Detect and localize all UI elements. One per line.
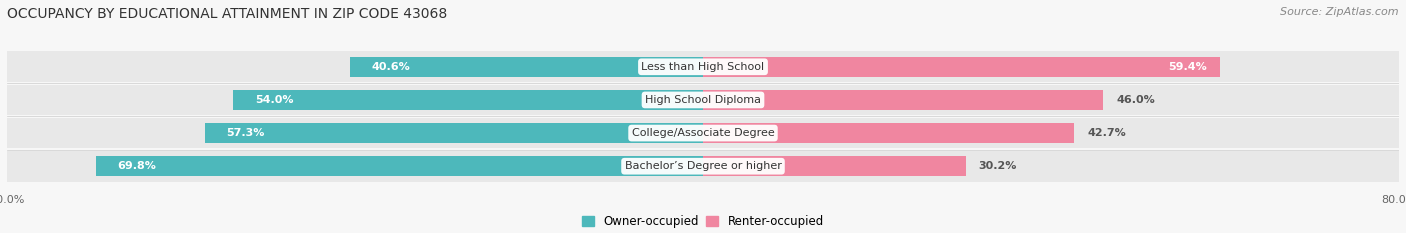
Text: 57.3%: 57.3% <box>226 128 264 138</box>
Bar <box>350 57 703 77</box>
Legend: Owner-occupied, Renter-occupied: Owner-occupied, Renter-occupied <box>578 210 828 233</box>
Bar <box>7 118 1399 148</box>
Text: OCCUPANCY BY EDUCATIONAL ATTAINMENT IN ZIP CODE 43068: OCCUPANCY BY EDUCATIONAL ATTAINMENT IN Z… <box>7 7 447 21</box>
Text: 40.6%: 40.6% <box>371 62 411 72</box>
Text: 69.8%: 69.8% <box>118 161 156 171</box>
Bar <box>703 90 1104 110</box>
Text: 46.0%: 46.0% <box>1116 95 1154 105</box>
Bar <box>7 85 1399 115</box>
Bar <box>703 156 966 176</box>
Text: Bachelor’s Degree or higher: Bachelor’s Degree or higher <box>624 161 782 171</box>
Text: 59.4%: 59.4% <box>1168 62 1206 72</box>
Text: High School Diploma: High School Diploma <box>645 95 761 105</box>
Text: College/Associate Degree: College/Associate Degree <box>631 128 775 138</box>
Bar <box>703 57 1220 77</box>
Bar <box>96 156 703 176</box>
Text: 54.0%: 54.0% <box>254 95 294 105</box>
Text: 42.7%: 42.7% <box>1087 128 1126 138</box>
Bar <box>7 151 1399 182</box>
Bar <box>7 51 1399 82</box>
Text: 30.2%: 30.2% <box>979 161 1017 171</box>
Bar <box>204 123 703 143</box>
Bar <box>233 90 703 110</box>
Text: Source: ZipAtlas.com: Source: ZipAtlas.com <box>1281 7 1399 17</box>
Text: Less than High School: Less than High School <box>641 62 765 72</box>
Bar <box>703 123 1074 143</box>
